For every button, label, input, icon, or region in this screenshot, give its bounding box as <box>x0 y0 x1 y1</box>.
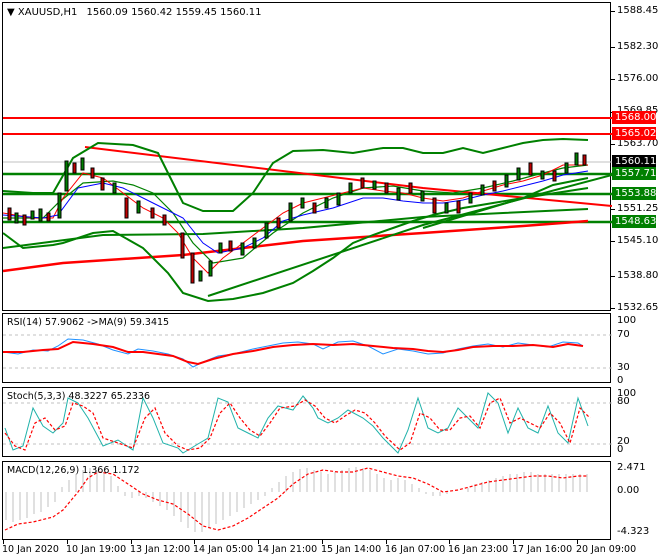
stoch-canvas <box>3 392 612 454</box>
time-label: 17 Jan 16:00 <box>512 544 573 555</box>
stoch-level-100: 100 <box>617 388 637 399</box>
axis-label: 1563.70 <box>617 138 659 149</box>
time-label: 13 Jan 12:00 <box>130 544 191 555</box>
rsi-level-0: 0 <box>617 375 624 386</box>
axis-label: 1588.45 <box>617 5 659 16</box>
axis-label: 1538.80 <box>617 270 659 281</box>
price-chart-canvas <box>3 117 612 303</box>
time-label: 14 Jan 21:00 <box>257 544 318 555</box>
macd-level-max: 2.471 <box>617 462 646 473</box>
dropdown-triangle-icon[interactable]: ▼ <box>7 7 15 18</box>
time-label: 16 Jan 07:00 <box>385 544 446 555</box>
axis-label: 1545.10 <box>617 235 659 246</box>
rsi-level-70: 70 <box>617 329 630 340</box>
stoch-level-80: 80 <box>617 396 630 407</box>
symbol-title: XAUUSD,H1 <box>17 7 78 18</box>
macd-panel[interactable]: MACD(12,26,9) 1.366 1.172 <box>2 461 611 540</box>
axis-label: 1569.85 <box>617 106 658 116</box>
stoch-panel[interactable]: Stoch(5,3,3) 48.3227 65.2336 <box>2 387 612 457</box>
axis-label: 1532.65 <box>617 302 659 313</box>
rsi-level-30: 30 <box>617 362 630 373</box>
axis-label: 1582.30 <box>617 41 659 52</box>
time-label: 10 Jan 2020 <box>2 544 59 555</box>
axis-label: 1551.25 <box>617 203 659 214</box>
stoch-title: Stoch(5,3,3) 48.3227 65.2336 <box>7 391 151 402</box>
time-label: 15 Jan 14:00 <box>321 544 382 555</box>
price-tag-1568: 1568.00 <box>612 111 656 124</box>
rsi-title: RSI(14) 57.9062 ->MA(9) 59.3415 <box>7 317 170 328</box>
price-tag-1565: 1565.02 <box>612 127 656 140</box>
chart-header: ▼ XAUUSD,H1 1560.09 1560.42 1559.45 1560… <box>7 7 261 18</box>
candles <box>7 152 587 284</box>
macd-level-zero: 0.00 <box>617 485 640 496</box>
axis-label: 1576.00 <box>617 73 659 84</box>
price-tag-current: 1560.11 <box>612 155 656 168</box>
stoch-level-20: 20 <box>617 436 630 447</box>
price-tag-1553: 1553.88 <box>612 187 656 200</box>
ohlc-values: 1560.09 1560.42 1559.45 1560.11 <box>86 7 262 18</box>
time-label: 10 Jan 19:00 <box>66 544 127 555</box>
rsi-panel[interactable]: RSI(14) 57.9062 ->MA(9) 59.3415 <box>2 313 612 383</box>
price-tag-1557: 1557.71 <box>612 167 656 180</box>
rsi-level-100: 100 <box>617 315 637 326</box>
macd-canvas <box>4 467 588 532</box>
macd-histogram <box>5 467 588 532</box>
time-label: 20 Jan 09:00 <box>576 544 637 555</box>
price-tag-1548: 1548.63 <box>612 215 656 228</box>
rsi-canvas <box>3 334 612 369</box>
stoch-level-0: 0 <box>617 444 624 455</box>
macd-level-min: -4.323 <box>617 526 650 537</box>
time-label: 14 Jan 05:00 <box>193 544 254 555</box>
price-chart-panel[interactable]: ▼ XAUUSD,H1 1560.09 1560.42 1559.45 1560… <box>2 2 612 311</box>
time-label: 16 Jan 23:00 <box>448 544 509 555</box>
macd-title: MACD(12,26,9) 1.366 1.172 <box>7 465 140 476</box>
